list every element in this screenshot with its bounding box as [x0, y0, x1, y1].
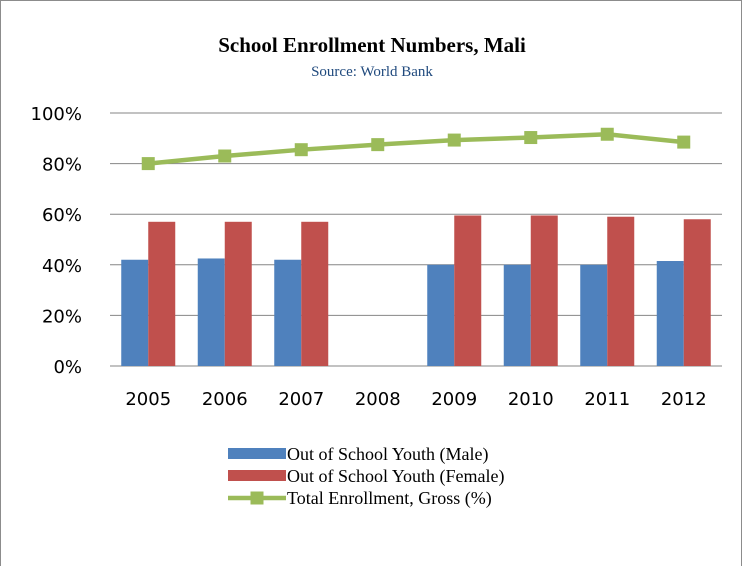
y-tick-label: 40%	[42, 256, 82, 277]
enrollment-point	[600, 127, 614, 141]
bar-female	[454, 215, 482, 366]
x-tick-label: 2007	[278, 389, 324, 410]
bar-female	[224, 221, 252, 366]
bar-female	[301, 221, 329, 366]
legend-swatch-marker	[250, 491, 264, 505]
enrollment-point	[371, 138, 385, 152]
x-tick-label: 2005	[125, 389, 171, 410]
enrollment-point	[218, 149, 232, 163]
enrollment-line	[141, 127, 691, 171]
x-tick-label: 2009	[431, 389, 477, 410]
x-tick-label: 2010	[508, 389, 554, 410]
legend-swatch	[228, 470, 286, 481]
y-tick-label: 100%	[31, 104, 82, 125]
enrollment-point	[677, 135, 691, 149]
bar-male	[274, 259, 302, 366]
legend-label: Out of School Youth (Male)	[287, 444, 489, 465]
enrollment-series-line	[148, 132, 684, 166]
x-tick-label: 2012	[661, 389, 707, 410]
y-axis-ticks: 0% 20% 40% 60% 80% 100%	[31, 104, 82, 378]
bar-male	[427, 264, 455, 366]
enrollment-point	[524, 131, 538, 145]
bar-male	[197, 258, 225, 366]
legend-label: Total Enrollment, Gross (%)	[287, 488, 492, 509]
x-tick-label: 2008	[355, 389, 401, 410]
legend-label: Out of School Youth (Female)	[287, 466, 505, 487]
bar-male	[121, 259, 149, 366]
y-tick-label: 20%	[42, 306, 82, 327]
y-tick-label: 60%	[42, 205, 82, 226]
x-tick-label: 2011	[584, 389, 630, 410]
enrollment-point	[447, 133, 461, 147]
enrollment-point	[294, 143, 308, 157]
bar-female	[683, 219, 711, 366]
y-tick-label: 80%	[42, 155, 82, 176]
bar-male	[503, 264, 531, 366]
y-tick-label: 0%	[53, 357, 82, 378]
bar-female	[530, 215, 558, 366]
x-axis-ticks: 2005 2006 2007 2008 2009 2010 2011 2012	[125, 389, 706, 410]
x-tick-label: 2006	[202, 389, 248, 410]
bar-male	[656, 261, 684, 366]
bar-female	[148, 221, 176, 366]
bars	[121, 215, 711, 366]
chart-title: School Enrollment Numbers, Mali	[218, 33, 526, 57]
bar-male	[580, 264, 608, 366]
legend: Out of School Youth (Male)Out of School …	[228, 444, 505, 509]
bar-female	[607, 216, 635, 366]
enrollment-point	[141, 157, 155, 171]
legend-swatch	[228, 448, 286, 459]
chart-subtitle: Source: World Bank	[311, 64, 433, 80]
